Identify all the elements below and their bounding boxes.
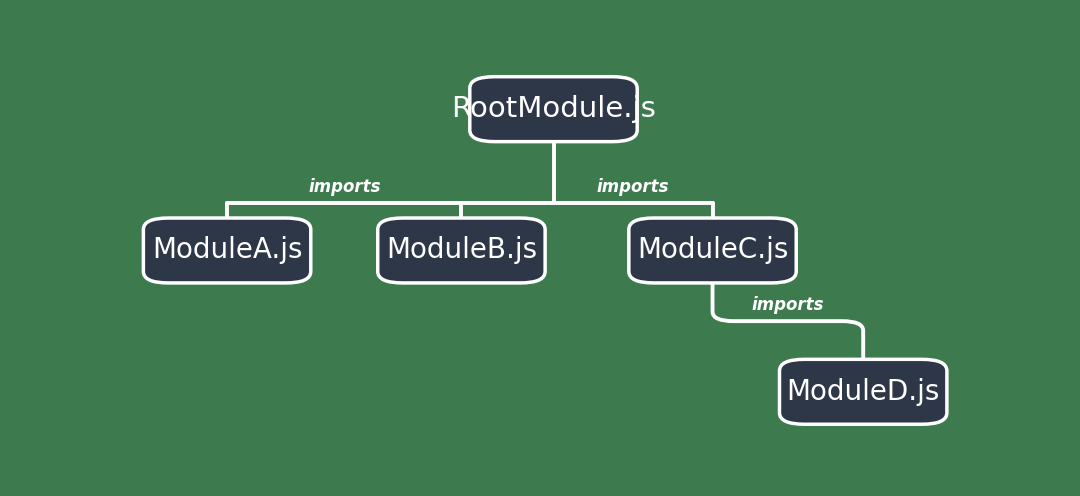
Text: ModuleB.js: ModuleB.js: [386, 237, 537, 264]
Text: RootModule.js: RootModule.js: [451, 95, 656, 123]
FancyBboxPatch shape: [378, 218, 545, 283]
FancyBboxPatch shape: [780, 359, 947, 424]
Text: imports: imports: [308, 178, 380, 196]
FancyBboxPatch shape: [144, 218, 311, 283]
Text: imports: imports: [752, 296, 824, 314]
Text: ModuleD.js: ModuleD.js: [786, 378, 940, 406]
Text: ModuleC.js: ModuleC.js: [637, 237, 788, 264]
Text: ModuleA.js: ModuleA.js: [152, 237, 302, 264]
FancyBboxPatch shape: [629, 218, 796, 283]
Text: imports: imports: [597, 178, 670, 196]
FancyBboxPatch shape: [470, 77, 637, 142]
